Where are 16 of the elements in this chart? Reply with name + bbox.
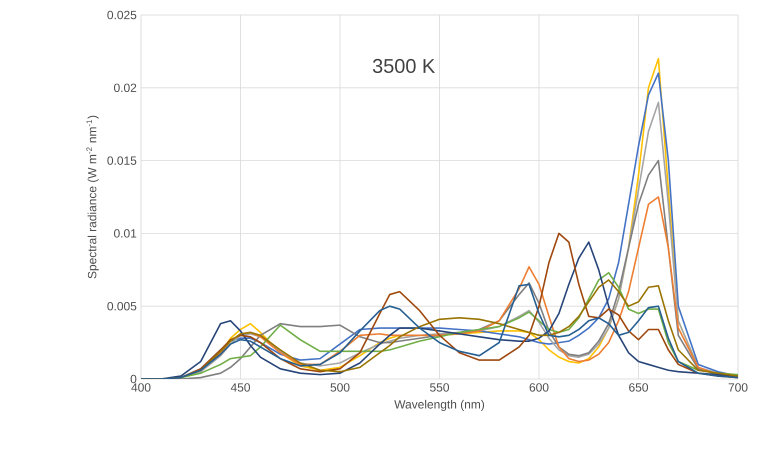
y-tick-label: 0 — [130, 374, 136, 384]
x-tick-label: 700 — [728, 383, 748, 392]
x-tick-label: 400 — [131, 383, 151, 392]
y-tick-label: 0.025 — [107, 10, 136, 20]
x-tick-label: 500 — [330, 383, 350, 392]
y-tick-label: 0.015 — [107, 156, 136, 165]
x-tick-label: 650 — [629, 383, 648, 392]
y-tick-label: 0.02 — [114, 84, 136, 92]
y-tick-label: 0.01 — [114, 229, 136, 238]
x-tick-label: 450 — [230, 383, 250, 392]
text: 3500 K — [372, 58, 436, 74]
x-tick-label: 600 — [530, 383, 549, 392]
y-tick-label: 0.005 — [107, 302, 136, 310]
x-tick-label: 550 — [430, 383, 450, 392]
y-axis-title: Spectral radiance (W m$^{-2}$ nm$^{-1}$) — [86, 116, 99, 278]
x-axis-title: Wavelength (nm) — [394, 400, 484, 411]
